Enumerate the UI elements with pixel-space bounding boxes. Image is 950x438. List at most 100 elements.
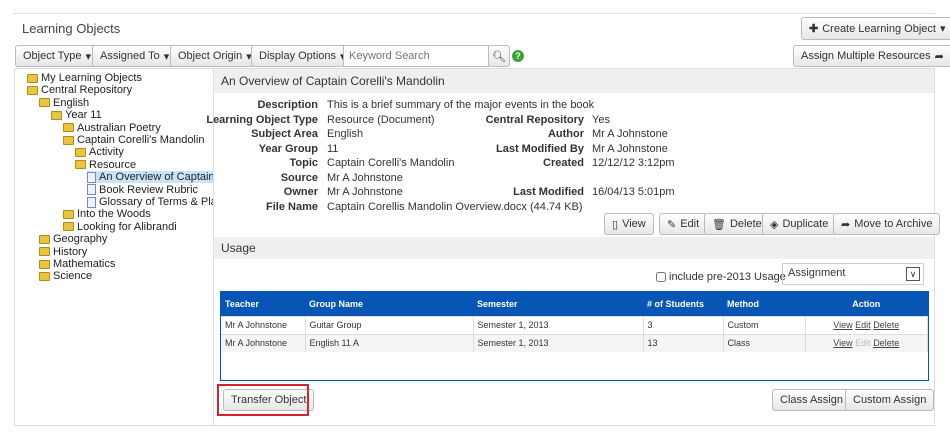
tree-node[interactable]: Geography	[39, 233, 107, 245]
field-label: Last Modified By	[495, 142, 584, 155]
tree-node[interactable]: Central Repository	[27, 84, 132, 96]
delete-button[interactable]: 🗑︎ Delete	[704, 213, 770, 235]
create-learning-object-button[interactable]: ✚ Create Learning Object ▾	[801, 17, 950, 40]
custom-assign-button[interactable]: Custom Assign	[845, 389, 935, 411]
keyword-search-input[interactable]	[343, 45, 489, 67]
tree-node-label: Glossary of Terms & Places	[99, 196, 213, 208]
field-value: 12/12/12 3:12pm	[592, 157, 675, 169]
assigned-to-dropdown[interactable]: Assigned To ▾	[92, 45, 178, 67]
field-value: Mr A Johnstone	[327, 186, 403, 198]
table-cell: 13	[643, 333, 724, 352]
tree-node-label: English	[53, 96, 90, 109]
caret-down-icon: ▾	[85, 50, 92, 63]
field-label: Last Modified	[513, 186, 584, 198]
folder-icon	[75, 160, 86, 170]
tree-node-label: Australian Poetry	[77, 121, 161, 134]
edit-button[interactable]: ✎ Edit	[659, 213, 708, 235]
table-cell: Semester 1, 2013	[473, 333, 644, 352]
column-header[interactable]: # of Students	[643, 292, 723, 316]
folder-icon	[51, 110, 62, 120]
label: Duplicate	[782, 218, 829, 230]
label: Assigned To	[100, 50, 160, 62]
folder-icon	[39, 259, 50, 269]
tree-node[interactable]: Mathematics	[39, 258, 115, 270]
document-icon	[87, 196, 96, 208]
label: Transfer Object	[231, 394, 307, 406]
column-header[interactable]: Method	[723, 292, 805, 316]
tree-node[interactable]: Activity	[75, 146, 124, 158]
field-label: Year Group	[258, 142, 318, 155]
field-label: File Name	[266, 200, 318, 213]
transfer-object-button[interactable]: Transfer Object	[223, 389, 315, 411]
folder-icon	[39, 98, 50, 108]
field-label: Subject Area	[251, 128, 318, 140]
class-assign-button[interactable]: Class Assign	[772, 389, 851, 411]
tree-node[interactable]: Australian Poetry	[63, 122, 161, 134]
edit-link[interactable]: Edit	[855, 320, 871, 330]
tree-node-label: My Learning Objects	[41, 72, 142, 84]
tree-node[interactable]: Book Review Rubric	[87, 184, 198, 196]
tree-node[interactable]: An Overview of Captain Corelli's Mandoli…	[87, 171, 213, 184]
tree-node[interactable]: English	[39, 97, 89, 109]
delete-link[interactable]: Delete	[873, 338, 900, 349]
caret-down-icon: ▾	[340, 50, 346, 63]
display-options-dropdown[interactable]: Display Options▾	[251, 45, 354, 67]
folder-icon	[27, 85, 38, 95]
usage-table: Teacher Group Name Semester # of Students Me…	[220, 291, 929, 381]
view-button[interactable]: ▯ View	[604, 213, 654, 235]
folder-icon	[63, 123, 74, 133]
tree-node[interactable]: My Learning Objects	[27, 72, 142, 84]
table-cell: Guitar Group	[305, 315, 474, 334]
label: include pre-2013 Usage	[669, 271, 786, 283]
search-icon[interactable]: 🔍︎	[488, 45, 510, 67]
column-header[interactable]: Action	[805, 292, 928, 316]
usage-type-select[interactable]: Assignment ∨	[782, 263, 924, 285]
trash-icon: 🗑︎	[712, 218, 726, 231]
table-cell: Class	[723, 333, 806, 352]
checkbox[interactable]	[656, 272, 666, 282]
view-link[interactable]: View	[833, 338, 853, 349]
column-header[interactable]: Teacher	[221, 292, 305, 316]
delete-link[interactable]: Delete	[873, 320, 900, 330]
tree-node[interactable]: Year 11	[51, 109, 102, 121]
field-value: Mr A Johnstone	[592, 142, 668, 155]
tree-node-label: Book Review Rubric	[99, 183, 199, 196]
folder-icon	[75, 147, 86, 157]
label: View	[622, 218, 646, 230]
table-cell: Custom	[723, 315, 806, 334]
folder-icon	[39, 271, 50, 281]
column-header[interactable]: Semester	[473, 292, 643, 316]
label: Object Type	[23, 50, 82, 62]
share-arrow-icon: ➦	[841, 218, 851, 231]
label: Class Assign	[780, 394, 843, 406]
tree-node[interactable]: History	[39, 246, 87, 258]
tree-node[interactable]: Captain Corelli's Mandolin	[63, 134, 204, 146]
tree-node-label: Year 11	[65, 109, 102, 122]
view-link[interactable]: View	[833, 320, 853, 330]
move-to-archive-button[interactable]: ➦ Move to Archive	[833, 213, 941, 235]
tree-node[interactable]: Resource	[75, 159, 136, 171]
object-origin-dropdown[interactable]: Object Origin ▾	[170, 45, 260, 67]
column-header[interactable]: Group Name	[305, 292, 473, 316]
help-icon[interactable]: ?	[512, 50, 524, 62]
tree-node[interactable]: Science	[39, 270, 92, 282]
action-cell: View Edit Delete	[805, 333, 928, 352]
object-heading: An Overview of Captain Corelli's Mandoli…	[214, 69, 934, 93]
file-icon: ▯	[612, 218, 619, 231]
tree-node[interactable]: Looking for Alibrandi	[63, 221, 177, 233]
caret-down-icon: ▾	[163, 50, 170, 63]
object-type-dropdown[interactable]: Object Type ▾	[15, 45, 100, 67]
label: Display Options	[259, 50, 337, 62]
divider	[14, 13, 935, 14]
document-icon	[87, 184, 96, 196]
duplicate-button[interactable]: ◈ Duplicate	[762, 213, 837, 235]
tree-node[interactable]: Glossary of Terms & Places	[87, 196, 213, 208]
folder-tree: My Learning Objects Central Repository Eng…	[14, 68, 213, 426]
assign-multiple-resources-button[interactable]: Assign Multiple Resources ➦	[793, 45, 950, 67]
edit-link[interactable]: Edit	[855, 338, 871, 349]
pre-2013-checkbox[interactable]: include pre-2013 Usage	[656, 271, 786, 283]
tree-node[interactable]: Into the Woods	[63, 208, 151, 220]
folder-icon	[63, 209, 74, 219]
table-row: Mr A Johnstone Guitar Group Semester 1, 20…	[221, 315, 928, 334]
tree-node-label: History	[53, 245, 88, 258]
